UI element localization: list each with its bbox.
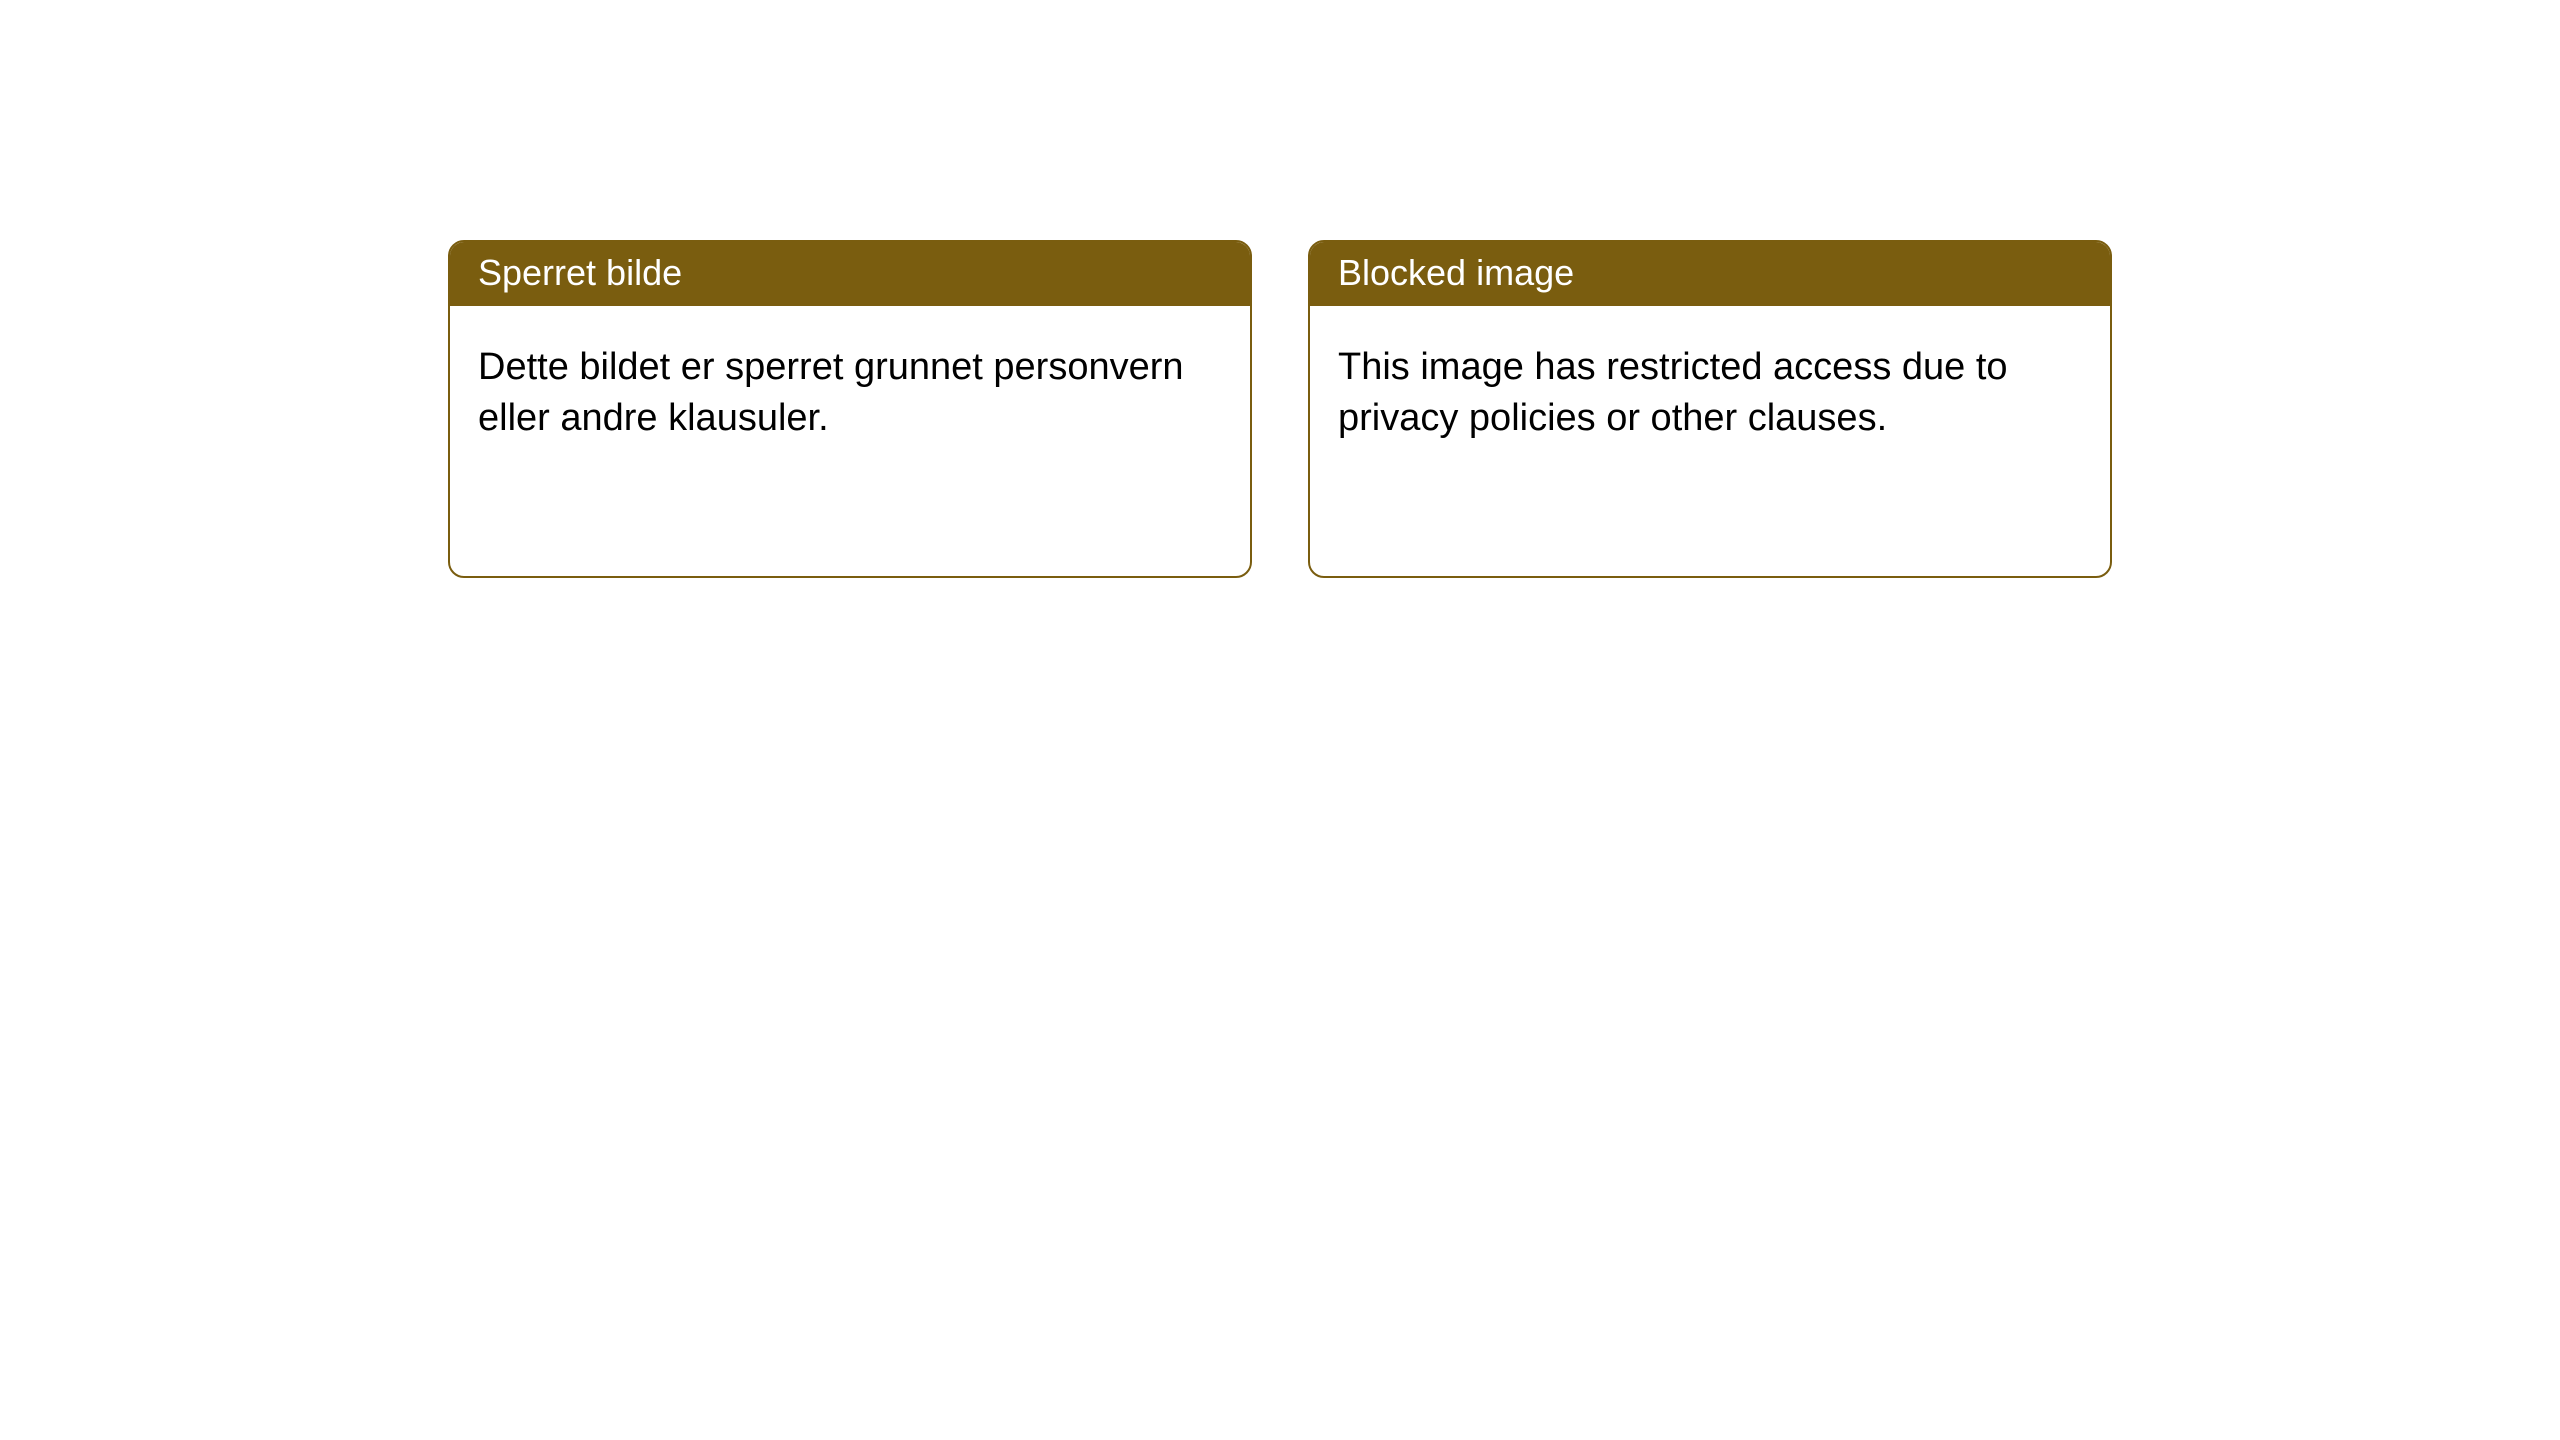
notice-container: Sperret bilde Dette bildet er sperret gr… [0,0,2560,578]
notice-body-right: This image has restricted access due to … [1310,306,2110,576]
notice-card-right: Blocked image This image has restricted … [1308,240,2112,578]
notice-card-left: Sperret bilde Dette bildet er sperret gr… [448,240,1252,578]
notice-header-left: Sperret bilde [450,242,1250,306]
notice-body-left: Dette bildet er sperret grunnet personve… [450,306,1250,576]
notice-header-right: Blocked image [1310,242,2110,306]
